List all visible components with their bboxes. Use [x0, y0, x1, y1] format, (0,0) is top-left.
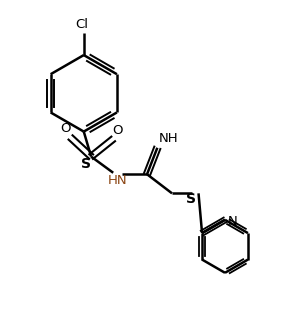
Text: HN: HN [107, 174, 127, 187]
Text: O: O [60, 122, 70, 135]
Text: N: N [228, 215, 238, 228]
Text: S: S [81, 157, 91, 171]
Text: S: S [186, 192, 196, 206]
Text: NH: NH [159, 132, 178, 145]
Text: Cl: Cl [75, 18, 89, 31]
Text: O: O [112, 124, 123, 137]
